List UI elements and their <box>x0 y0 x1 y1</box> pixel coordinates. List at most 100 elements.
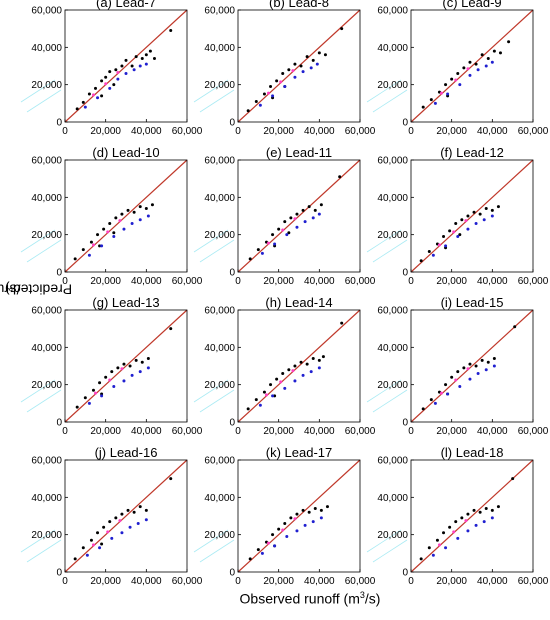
axes-box <box>64 309 188 423</box>
data-point <box>106 530 110 534</box>
data-point <box>419 259 423 263</box>
data-point <box>283 85 287 89</box>
data-point <box>476 371 480 375</box>
data-point <box>114 516 118 520</box>
decor-line <box>366 229 402 253</box>
data-point <box>440 391 443 395</box>
x-tick-label: 20,000 <box>436 126 467 137</box>
data-point <box>321 355 325 359</box>
data-point <box>303 220 307 224</box>
data-point <box>311 520 315 524</box>
decor-line <box>366 529 402 553</box>
data-point <box>104 82 108 86</box>
y-tick-label: 40,000 <box>204 343 235 354</box>
data-point <box>464 219 468 223</box>
data-point <box>248 257 252 261</box>
axes-box <box>64 159 188 273</box>
data-point <box>317 212 321 216</box>
data-point <box>478 212 482 216</box>
data-point <box>81 100 85 104</box>
x-tick-label: 20,000 <box>90 126 121 137</box>
data-point <box>281 228 285 232</box>
x-tick-label: 40,000 <box>477 426 508 437</box>
data-point <box>460 516 464 520</box>
decor-line <box>193 529 229 553</box>
x-tick-label: 40,000 <box>304 126 335 137</box>
data-point <box>486 360 490 364</box>
decor-line <box>26 89 62 113</box>
data-point <box>513 325 517 329</box>
data-point <box>482 520 486 524</box>
data-point <box>118 519 122 523</box>
y-tick-label: 20,000 <box>31 530 62 541</box>
data-point <box>429 398 433 402</box>
y-tick-label: 20,000 <box>31 230 62 241</box>
data-point <box>273 242 277 246</box>
data-point <box>466 214 470 218</box>
data-point <box>462 66 466 70</box>
data-point <box>122 227 126 231</box>
data-point <box>295 512 299 516</box>
data-point <box>468 377 472 381</box>
data-point <box>271 533 275 537</box>
y-tick-label: 0 <box>402 418 408 429</box>
axes-box <box>410 159 534 273</box>
data-point <box>138 205 142 209</box>
x-axis-label-tail: /s) <box>364 590 381 607</box>
data-point <box>73 257 77 261</box>
data-point <box>454 378 458 382</box>
x-tick-label: 20,000 <box>436 276 467 287</box>
data-point <box>437 243 441 247</box>
x-tick-label: 0 <box>62 426 68 437</box>
x-tick-label: 20,000 <box>90 426 121 437</box>
data-point <box>128 525 132 529</box>
y-tick-label: 20,000 <box>377 230 408 241</box>
data-point <box>112 83 116 87</box>
subplot-3: (c) Lead-9 0 20,000 40,000 60,000 0 20,000 40,0… <box>366 0 549 137</box>
data-point <box>256 248 260 252</box>
data-point <box>254 398 258 402</box>
y-tick-label: 60,000 <box>377 306 408 317</box>
data-point <box>458 233 462 237</box>
data-point <box>271 94 275 98</box>
data-point <box>452 530 456 534</box>
one-to-one-line <box>237 159 361 273</box>
data-point <box>75 405 79 409</box>
data-point <box>108 86 112 90</box>
data-point <box>144 508 148 512</box>
data-point <box>126 208 130 212</box>
y-tick-label: 0 <box>56 568 62 579</box>
y-tick-label: 60,000 <box>204 6 235 17</box>
subplot-title: (l) Lead-18 <box>441 445 504 460</box>
data-point <box>301 508 305 512</box>
data-point <box>108 70 112 74</box>
data-point <box>285 233 289 237</box>
one-to-one-line <box>410 309 534 423</box>
data-point <box>460 218 464 222</box>
data-point <box>96 531 100 535</box>
y-tick-label: 20,000 <box>204 380 235 391</box>
y-tick-label: 60,000 <box>31 306 62 317</box>
data-point <box>264 393 268 397</box>
decor-line <box>372 239 408 263</box>
data-point <box>81 546 85 550</box>
axes-box <box>410 459 534 573</box>
data-point <box>277 227 281 231</box>
subplot-title: (h) Lead-14 <box>265 295 332 310</box>
data-point <box>281 528 285 532</box>
x-axis-label-sup: 3 <box>359 590 365 600</box>
data-point <box>325 505 329 509</box>
data-point <box>317 358 321 362</box>
data-point <box>138 64 142 68</box>
one-to-one-line <box>64 159 188 273</box>
one-to-one-line <box>410 9 534 123</box>
data-point <box>260 251 264 255</box>
y-tick-label: 60,000 <box>204 156 235 167</box>
x-tick-label: 20,000 <box>263 276 294 287</box>
subplot-title: (a) Lead-7 <box>96 0 156 10</box>
x-tick-label: 40,000 <box>477 576 508 587</box>
decor-line <box>193 229 229 253</box>
data-point <box>299 64 303 68</box>
data-point <box>313 507 317 511</box>
data-point <box>144 518 148 522</box>
